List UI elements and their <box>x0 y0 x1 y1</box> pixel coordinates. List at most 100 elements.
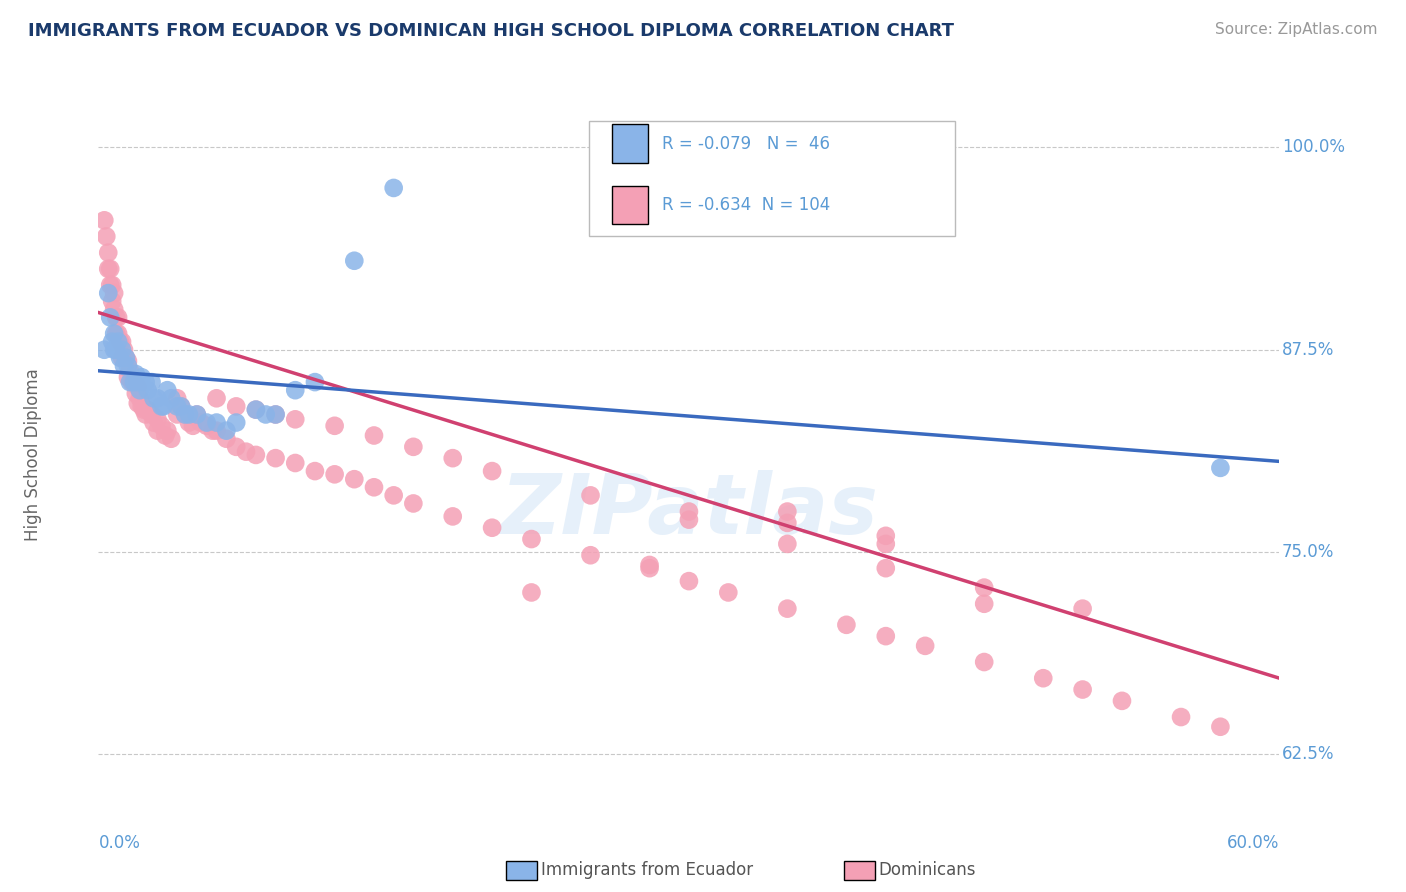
Point <box>141 408 163 422</box>
Point <box>111 343 134 357</box>
Point <box>111 351 134 365</box>
Point <box>117 359 139 373</box>
Point <box>108 334 131 349</box>
Point <box>481 521 503 535</box>
Point <box>127 396 149 410</box>
Point <box>323 467 346 482</box>
Point <box>170 400 193 414</box>
Text: Source: ZipAtlas.com: Source: ZipAtlas.com <box>1215 22 1378 37</box>
Point <box>115 351 138 365</box>
Point <box>363 428 385 442</box>
Point <box>97 261 120 276</box>
Point <box>520 532 543 546</box>
Point <box>579 488 602 502</box>
Point <box>166 408 188 422</box>
Point <box>215 424 238 438</box>
Point <box>131 400 153 414</box>
Point <box>638 558 661 572</box>
Point <box>152 400 174 414</box>
Point <box>973 581 995 595</box>
Point <box>776 537 799 551</box>
Point <box>245 448 267 462</box>
Point <box>142 392 165 406</box>
Point <box>117 354 139 368</box>
Point <box>150 418 173 433</box>
Point <box>105 310 128 325</box>
Point <box>128 392 150 406</box>
Text: IMMIGRANTS FROM ECUADOR VS DOMINICAN HIGH SCHOOL DIPLOMA CORRELATION CHART: IMMIGRANTS FROM ECUADOR VS DOMINICAN HIG… <box>28 22 955 40</box>
Point <box>108 351 131 365</box>
Point <box>160 392 183 406</box>
Point <box>107 334 129 349</box>
Point <box>177 408 200 422</box>
Point <box>98 310 121 325</box>
Point <box>284 383 307 397</box>
Point <box>97 286 120 301</box>
Point <box>245 402 267 417</box>
Point <box>638 189 661 203</box>
Point <box>875 629 897 643</box>
Point <box>382 181 405 195</box>
Point <box>146 424 169 438</box>
Point <box>776 516 799 530</box>
Text: 87.5%: 87.5% <box>1282 341 1334 359</box>
Point <box>254 408 277 422</box>
Point <box>402 496 425 510</box>
Point <box>579 548 602 562</box>
Point <box>118 364 141 378</box>
FancyBboxPatch shape <box>612 186 648 224</box>
Point <box>190 416 212 430</box>
Point <box>205 416 228 430</box>
Point <box>264 408 287 422</box>
Point <box>678 513 700 527</box>
Point <box>186 408 208 422</box>
Point <box>343 472 366 486</box>
Point <box>1071 682 1094 697</box>
Point <box>122 375 145 389</box>
Point <box>323 418 346 433</box>
Point <box>225 416 247 430</box>
Point <box>875 529 897 543</box>
Point <box>135 375 157 389</box>
FancyBboxPatch shape <box>589 121 955 235</box>
Text: 60.0%: 60.0% <box>1227 834 1279 852</box>
Point <box>146 412 169 426</box>
Point <box>131 370 153 384</box>
Point <box>115 351 138 365</box>
Point <box>264 451 287 466</box>
Point <box>402 440 425 454</box>
Point <box>186 408 208 422</box>
Point <box>717 585 740 599</box>
Point <box>127 375 149 389</box>
Text: Immigrants from Ecuador: Immigrants from Ecuador <box>541 861 754 879</box>
Point <box>166 400 188 414</box>
Point <box>638 561 661 575</box>
Point <box>205 392 228 406</box>
Text: 75.0%: 75.0% <box>1282 543 1334 561</box>
Point <box>973 597 995 611</box>
Point <box>156 424 179 438</box>
Point <box>225 400 247 414</box>
Point <box>98 278 121 293</box>
Point <box>101 278 124 293</box>
Point <box>128 383 150 397</box>
Text: R = -0.079   N =  46: R = -0.079 N = 46 <box>662 135 830 153</box>
Point <box>105 326 128 341</box>
Point <box>98 261 121 276</box>
Point <box>441 451 464 466</box>
Point <box>875 537 897 551</box>
Point <box>103 326 125 341</box>
Point <box>195 416 218 430</box>
Point <box>136 402 159 417</box>
Point <box>174 408 197 422</box>
FancyBboxPatch shape <box>612 124 648 162</box>
Point <box>101 334 124 349</box>
Point <box>111 334 134 349</box>
Point <box>835 617 858 632</box>
Point <box>678 574 700 588</box>
Point <box>160 432 183 446</box>
Point <box>177 416 200 430</box>
Point <box>1071 601 1094 615</box>
Point <box>135 408 157 422</box>
Point <box>141 375 163 389</box>
